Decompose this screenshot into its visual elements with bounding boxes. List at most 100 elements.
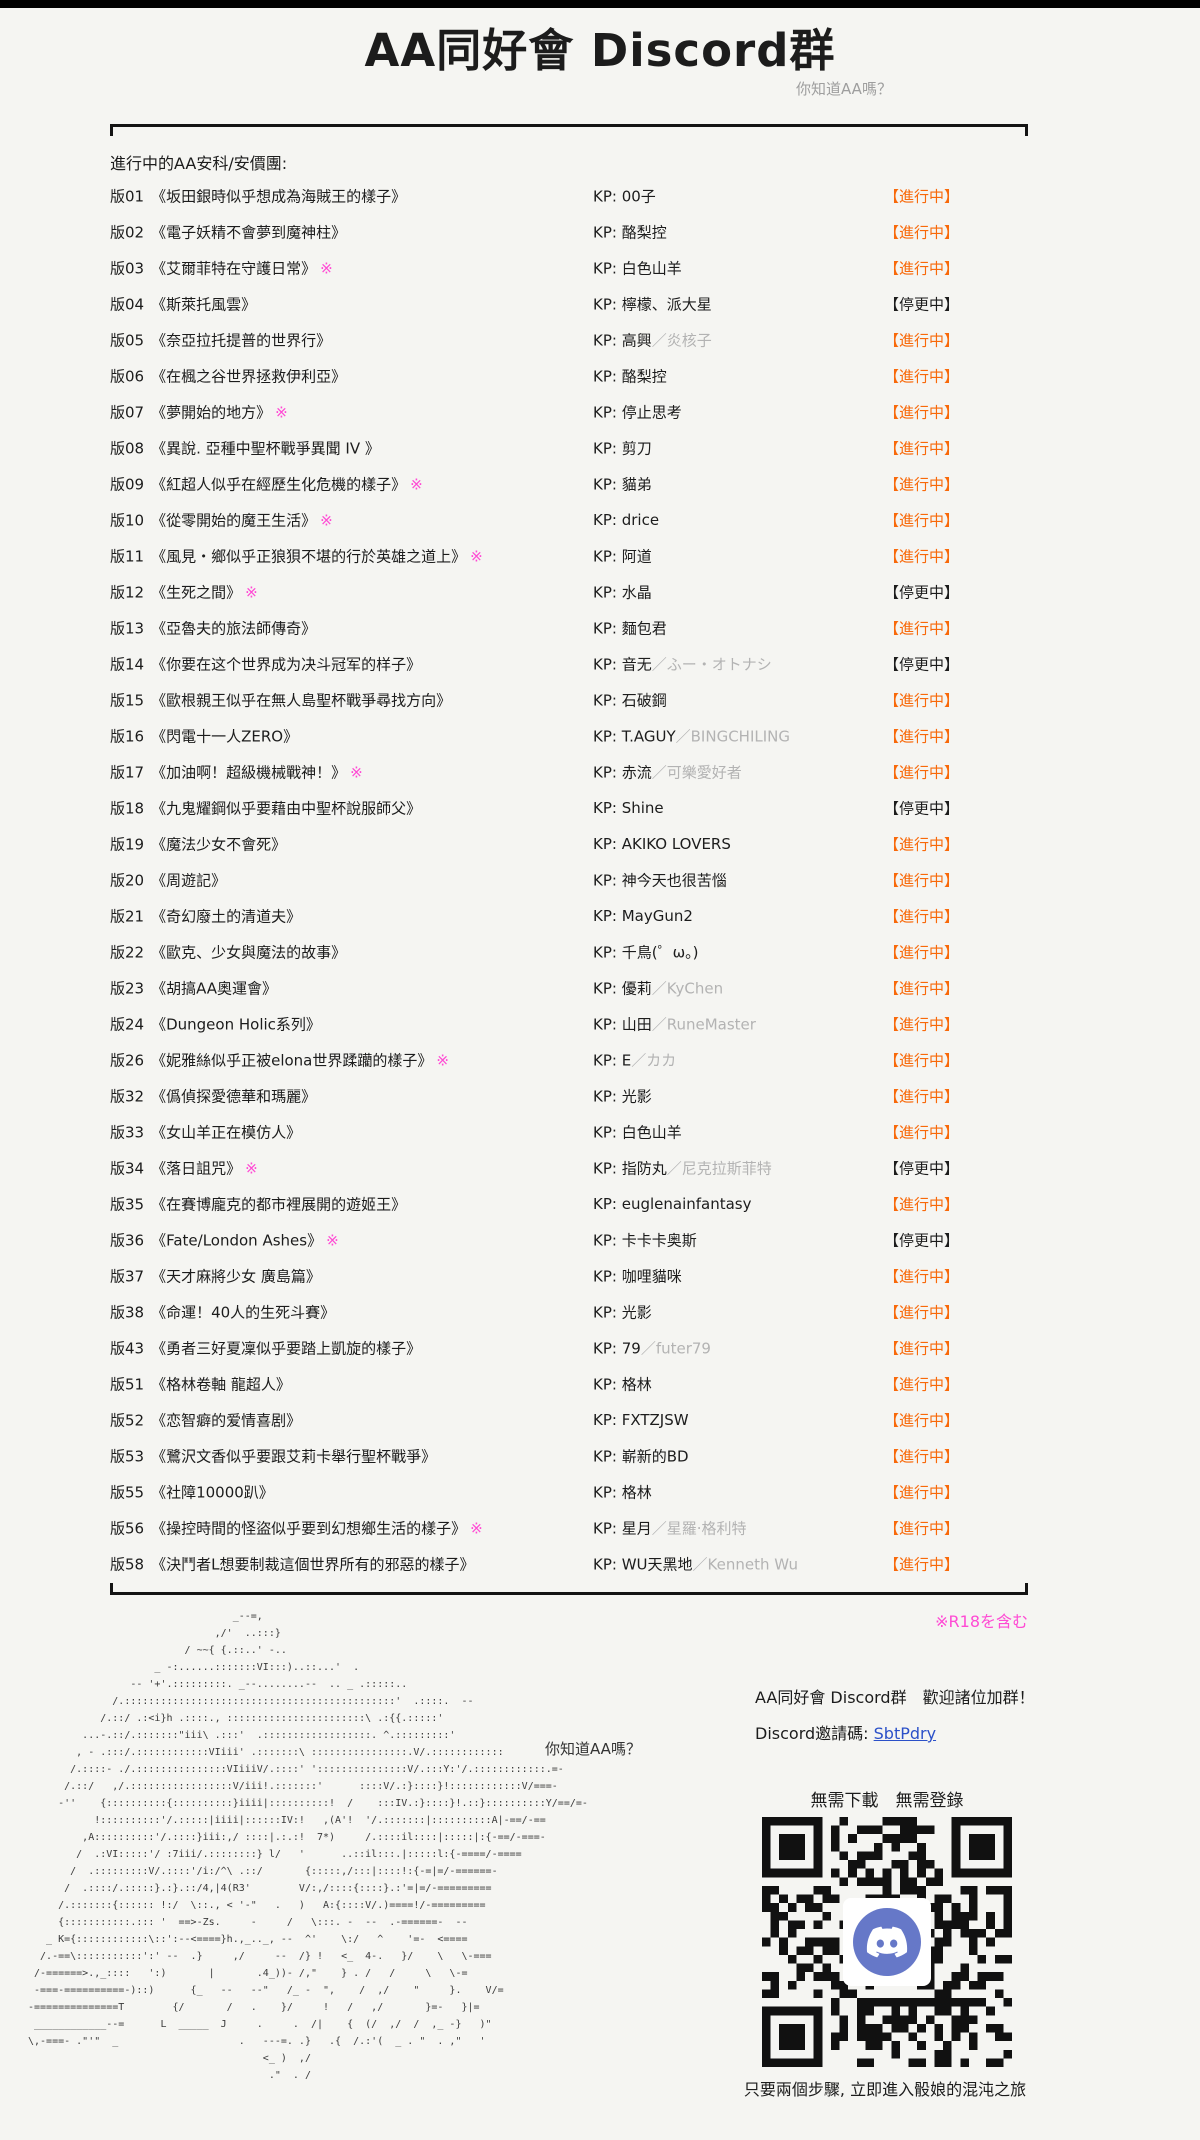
row-title-text: 《在楓之谷世界拯救伊利亞》 xyxy=(151,367,347,386)
row-title: 版58 《決鬥者L想要制裁這個世界所有的邪惡的樣子》 xyxy=(110,1554,474,1575)
row-title-text: 《恋智癖的爱情喜剧》 xyxy=(151,1411,302,1430)
row-kp: KP: 格林 xyxy=(593,1374,652,1395)
kp-label: KP: xyxy=(593,511,622,529)
kp-label: KP: xyxy=(593,691,622,710)
row-title: 版17 《加油啊！超級機械戰神！》 ※ xyxy=(110,762,363,783)
table-row: 版21 《奇幻廢土的清道夫》 KP: MayGun2 【進行中】 xyxy=(0,898,1200,934)
status-badge: 【停更中】 xyxy=(884,1159,960,1178)
kp-name: 00子 xyxy=(621,187,656,206)
row-title-text: 《Dungeon Holic系列》 xyxy=(151,1015,321,1034)
row-id: 版33 xyxy=(110,1123,145,1142)
kp-label: KP: xyxy=(593,871,622,890)
table-row: 版22 《歐克、少女與魔法的故事》 KP: 千鳥(゜ω。) 【進行中】 xyxy=(0,934,1200,970)
kp-name: 酪梨控 xyxy=(621,223,667,242)
status-badge: 【進行中】 xyxy=(884,1015,960,1034)
kp-name: 白色山羊 xyxy=(621,1123,682,1142)
row-title-text: 《勇者三好夏凜似乎要踏上凱旋的樣子》 xyxy=(151,1339,422,1358)
kp-label: KP: xyxy=(593,763,622,782)
row-title: 版11 《風見・鄉似乎正狼狽不堪的行於英雄之道上》 ※ xyxy=(110,546,483,567)
kp-label: KP: xyxy=(593,1411,622,1429)
row-id: 版11 xyxy=(110,547,145,566)
row-kp: KP: Shine xyxy=(593,799,664,817)
kp-label: KP: xyxy=(593,403,622,422)
table-row: 版55 《社障10000趴》 KP: 格林 【進行中】 xyxy=(0,1474,1200,1510)
row-id: 版37 xyxy=(110,1267,145,1286)
row-kp: KP: 水晶 xyxy=(593,582,652,603)
row-id: 版43 xyxy=(110,1339,145,1358)
row-title: 版14 《你要在这个世界成为决斗冠军的样子》 xyxy=(110,654,421,675)
kp-name-secondary: ／炎核子 xyxy=(651,331,712,350)
row-title-text: 《閃電十一人ZERO》 xyxy=(151,727,299,746)
row-id: 版06 xyxy=(110,367,145,386)
kp-label: KP: xyxy=(593,835,622,853)
kp-name: 神今天也很苦惱 xyxy=(621,871,727,890)
table-row: 版02 《電子妖精不會夢到魔神柱》 KP: 酪梨控 【進行中】 xyxy=(0,214,1200,250)
kp-label: KP: xyxy=(593,331,622,350)
table-row: 版18 《九鬼耀鋼似乎要藉由中聖杯說服師父》 KP: Shine 【停更中】 xyxy=(0,790,1200,826)
row-kp: KP: 光影 xyxy=(593,1302,652,1323)
row-title: 版05 《奈亞拉托提普的世界行》 xyxy=(110,330,331,351)
table-row: 版26 《妮雅絲似乎正被elona世界蹂躪的樣子》 ※ KP: E／カカ 【進行中】 xyxy=(0,1042,1200,1078)
row-kp: KP: WU天黑地／Kenneth Wu xyxy=(593,1554,798,1575)
kp-name: 酪梨控 xyxy=(621,367,667,386)
table-row: 版38 《命運！40人的生死斗賽》 KP: 光影 【進行中】 xyxy=(0,1294,1200,1330)
row-title-text: 《胡搞AA奧運會》 xyxy=(151,979,278,998)
row-id: 版12 xyxy=(110,583,145,602)
row-id: 版07 xyxy=(110,403,145,422)
row-id: 版34 xyxy=(110,1159,145,1178)
r18-mark: ※ xyxy=(275,403,288,422)
discord-logo-icon xyxy=(853,1908,921,1976)
table-row: 版56 《操控時間的怪盜似乎要到幻想鄉生活的樣子》 ※ KP: 星月／星羅·格利特 【進… xyxy=(0,1510,1200,1546)
row-title-text: 《在賽博龐克的都市裡展開的遊姬王》 xyxy=(151,1195,407,1214)
row-title-text: 《紅超人似乎在經歷生化危機的樣子》 xyxy=(151,475,407,494)
row-kp: KP: 貓弟 xyxy=(593,474,652,495)
table-row: 版43 《勇者三好夏凜似乎要踏上凱旋的樣子》 KP: 79／futer79 【進行中】 xyxy=(0,1330,1200,1366)
kp-label: KP: xyxy=(593,259,622,278)
kp-name: 指防丸 xyxy=(621,1159,667,1178)
row-title: 版12 《生死之間》 ※ xyxy=(110,582,258,603)
status-badge: 【停更中】 xyxy=(884,655,960,674)
row-id: 版38 xyxy=(110,1303,145,1322)
kp-label: KP: xyxy=(593,475,622,494)
status-badge: 【進行中】 xyxy=(884,367,960,386)
invite-code-link[interactable]: SbtPdry xyxy=(873,1724,937,1743)
table-row: 版09 《紅超人似乎在經歷生化危機的樣子》 ※ KP: 貓弟 【進行中】 xyxy=(0,466,1200,502)
status-badge: 【停更中】 xyxy=(884,583,960,602)
kp-label: KP: xyxy=(593,547,622,566)
kp-name: drice xyxy=(621,511,660,529)
kp-label: KP: xyxy=(593,1267,622,1286)
footer: _--=, ,/' ..:::} / ~~{ {.::..' -.. _ -:.… xyxy=(0,1600,1200,2140)
status-badge: 【進行中】 xyxy=(884,763,960,782)
kp-label: KP: xyxy=(593,619,622,638)
row-id: 版32 xyxy=(110,1087,145,1106)
row-id: 版52 xyxy=(110,1411,145,1430)
row-title-text: 《奈亞拉托提普的世界行》 xyxy=(151,331,332,350)
row-title: 版21 《奇幻廢土的清道夫》 xyxy=(110,906,301,927)
table-row: 版58 《決鬥者L想要制裁這個世界所有的邪惡的樣子》 KP: WU天黑地／Kenne… xyxy=(0,1546,1200,1582)
kp-label: KP: xyxy=(593,1051,622,1070)
status-badge: 【進行中】 xyxy=(884,259,960,278)
row-kp: KP: 指防丸／尼克拉斯菲特 xyxy=(593,1158,772,1179)
kp-name-secondary: ／RuneMaster xyxy=(651,1015,756,1034)
status-badge: 【進行中】 xyxy=(884,1555,960,1574)
kp-name: E xyxy=(621,1051,632,1070)
kp-name: T.AGUY xyxy=(621,727,676,746)
row-title: 版36 《Fate/London Ashes》 ※ xyxy=(110,1230,339,1251)
kp-label: KP: xyxy=(593,943,622,962)
table-row: 版07 《夢開始的地方》 ※ KP: 停止思考 【進行中】 xyxy=(0,394,1200,430)
table-row: 版24 《Dungeon Holic系列》 KP: 山田／RuneMaster 【進行… xyxy=(0,1006,1200,1042)
kp-label: KP: xyxy=(593,1339,622,1358)
row-title-text: 《九鬼耀鋼似乎要藉由中聖杯說服師父》 xyxy=(151,799,422,818)
table-row: 版35 《在賽博龐克的都市裡展開的遊姬王》 KP: euglenainfantasy… xyxy=(0,1186,1200,1222)
row-title-text: 《生死之間》 xyxy=(151,583,242,602)
status-badge: 【進行中】 xyxy=(884,1447,960,1466)
row-title-text: 《操控時間的怪盜似乎要到幻想鄉生活的樣子》 xyxy=(151,1519,467,1538)
status-badge: 【進行中】 xyxy=(884,619,960,638)
status-badge: 【進行中】 xyxy=(884,1411,960,1430)
row-title: 版19 《魔法少女不會死》 xyxy=(110,834,286,855)
kp-name-secondary: ／KyChen xyxy=(651,979,724,998)
kp-label: KP: xyxy=(593,1195,622,1213)
row-kp: KP: 優莉／KyChen xyxy=(593,978,723,999)
kp-label: KP: xyxy=(593,367,622,386)
kp-label: KP: xyxy=(593,655,622,674)
